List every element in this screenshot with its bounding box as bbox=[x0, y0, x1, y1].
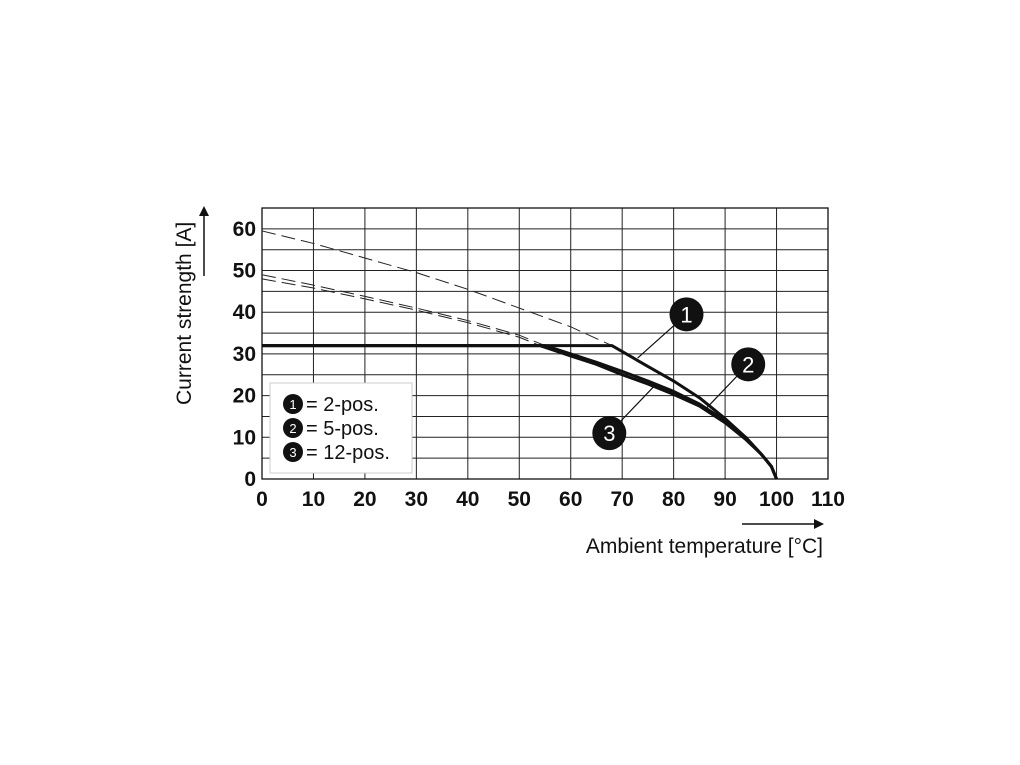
plot-frame bbox=[261, 207, 829, 480]
x-tick-label: 60 bbox=[559, 488, 582, 511]
y-axis-label: Current strength [A] bbox=[173, 222, 196, 405]
legend-marker-number: 2 bbox=[289, 421, 296, 436]
legend-label: = 2-pos. bbox=[306, 394, 379, 416]
y-tick-label: 20 bbox=[233, 385, 256, 408]
y-axis-ticks: 0 10 20 30 40 50 60 bbox=[233, 218, 256, 491]
legend-marker-number: 3 bbox=[289, 445, 296, 460]
series-2-dashed-line bbox=[261, 274, 546, 347]
callout-badge-3 bbox=[592, 416, 627, 451]
curve-callouts: 1 2 3 bbox=[592, 297, 766, 451]
series-1-dashed-line bbox=[261, 230, 613, 347]
dashed-extrapolation-curves bbox=[261, 230, 613, 347]
legend-marker-1 bbox=[283, 394, 303, 414]
callout-badge-2 bbox=[731, 347, 766, 382]
x-tick-label: 30 bbox=[405, 488, 428, 511]
x-tick-label: 20 bbox=[353, 488, 376, 511]
callout-number-3: 3 bbox=[603, 421, 615, 446]
derating-curves bbox=[262, 344, 778, 480]
x-tick-label: 50 bbox=[508, 488, 531, 511]
x-axis-label: Ambient temperature [°C] bbox=[586, 535, 823, 558]
x-tick-label: 70 bbox=[611, 488, 634, 511]
y-tick-label: 30 bbox=[233, 343, 256, 366]
x-tick-label: 100 bbox=[759, 488, 794, 511]
y-tick-label: 50 bbox=[233, 260, 256, 283]
y-tick-label: 60 bbox=[233, 218, 256, 241]
series-3-dashed-line bbox=[261, 278, 541, 347]
x-axis-ticks: 0 10 20 30 40 50 60 70 80 90 100 110 bbox=[256, 488, 845, 511]
y-tick-label: 10 bbox=[233, 426, 256, 449]
series-3-line bbox=[262, 344, 778, 480]
x-tick-label: 40 bbox=[456, 488, 479, 511]
callout-number-1: 1 bbox=[680, 302, 692, 327]
y-tick-label: 40 bbox=[233, 301, 256, 324]
x-tick-label: 90 bbox=[713, 488, 736, 511]
x-tick-label: 10 bbox=[302, 488, 325, 511]
legend: 1 = 2-pos. 2 = 5-pos. 3 = 12-pos. bbox=[269, 382, 413, 474]
x-tick-label: 110 bbox=[811, 488, 845, 511]
chart-grid bbox=[261, 207, 829, 480]
legend-marker-number: 1 bbox=[289, 397, 296, 412]
legend-label: = 12-pos. bbox=[306, 442, 390, 464]
legend-label: = 5-pos. bbox=[306, 418, 379, 440]
callout-number-2: 2 bbox=[742, 352, 754, 377]
x-tick-label: 0 bbox=[256, 488, 268, 511]
legend-marker-2 bbox=[283, 418, 303, 438]
y-tick-label: 0 bbox=[244, 468, 256, 491]
callout-badge-1 bbox=[669, 297, 704, 332]
legend-marker-3 bbox=[283, 442, 303, 462]
x-tick-label: 80 bbox=[662, 488, 685, 511]
